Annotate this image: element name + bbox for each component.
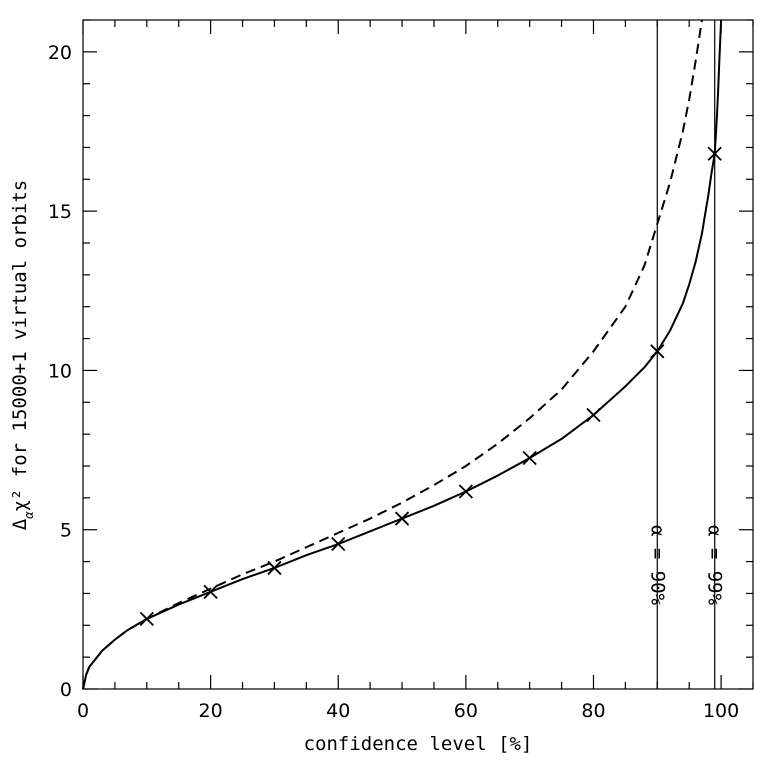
- y-tick-label: 5: [60, 520, 72, 542]
- reference-line-label: α = 90%: [646, 525, 668, 606]
- curves-layer: [82, 19, 723, 690]
- dashed-curve: [82, 19, 703, 690]
- data-marker: [522, 450, 537, 466]
- data-marker: [267, 560, 282, 576]
- reference-labels-layer: α = 90% α = 99%: [646, 525, 725, 606]
- y-tick-label: 15: [48, 201, 72, 223]
- y-tick-label: 20: [48, 42, 72, 64]
- reference-line-label: α = 99%: [704, 525, 726, 606]
- x-axis-label: confidence level [%]: [304, 733, 533, 755]
- x-tick-label: 80: [581, 700, 605, 722]
- data-marker: [650, 344, 665, 359]
- x-tick-label: 60: [454, 700, 478, 722]
- y-tick-label: 0: [60, 679, 72, 701]
- ticks-layer: [82, 19, 754, 690]
- data-marker: [458, 484, 473, 499]
- y-tick-label: 10: [48, 360, 72, 382]
- x-tick-label: 100: [703, 700, 739, 722]
- data-marker: [707, 146, 722, 161]
- data-marker: [139, 611, 154, 627]
- tick-labels-layer: 0 20 40 60 80 100 0 5 10 15 20: [48, 42, 739, 722]
- solid-curve: [82, 19, 723, 690]
- data-marker: [203, 584, 218, 599]
- data-marker: [586, 407, 601, 423]
- markers-layer: [139, 146, 722, 627]
- data-marker: [394, 511, 410, 526]
- y-axis-label: Δαχ² for 15000+1 virtual orbits: [9, 180, 36, 530]
- reference-lines-layer: [656, 20, 716, 689]
- x-tick-label: 20: [199, 700, 223, 722]
- x-tick-label: 0: [77, 700, 89, 722]
- x-tick-label: 40: [326, 700, 350, 722]
- plot-frame: [82, 19, 754, 690]
- data-marker: [331, 536, 346, 552]
